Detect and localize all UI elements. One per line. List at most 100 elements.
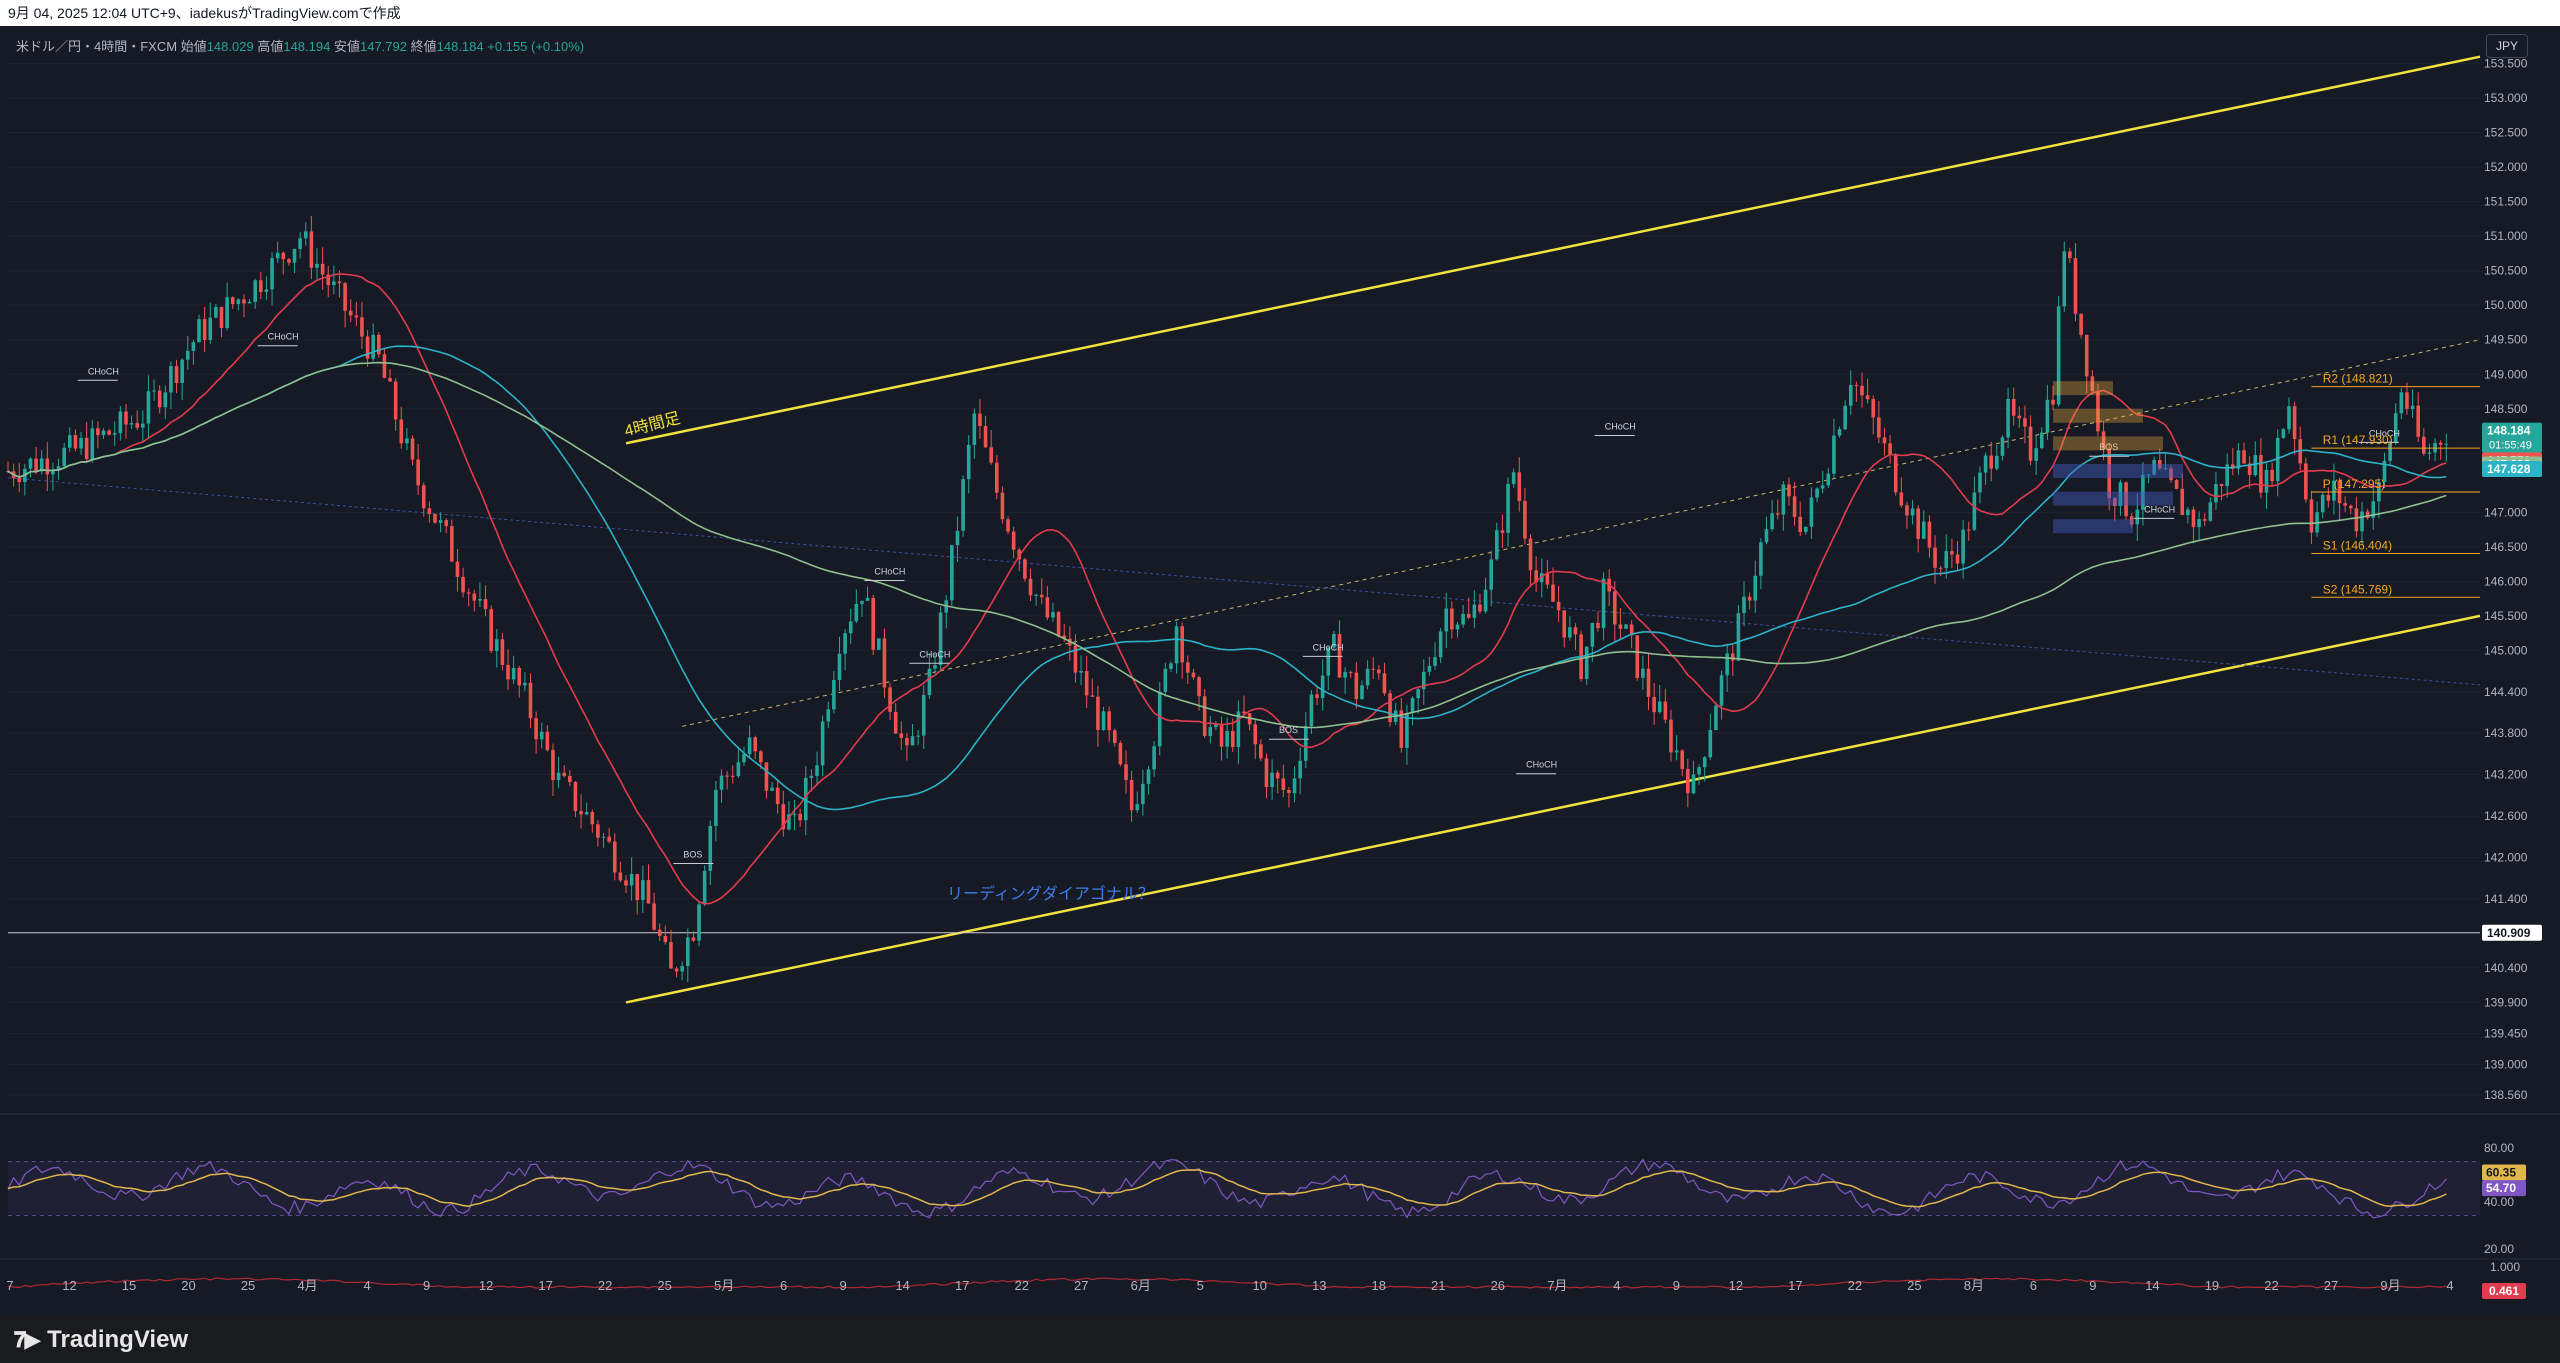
candle-body <box>871 597 875 650</box>
candle-body <box>2287 406 2291 430</box>
candle-body <box>112 433 117 435</box>
candle-body <box>2214 484 2218 503</box>
candle-body <box>416 459 420 486</box>
currency-button[interactable]: JPY <box>2486 34 2528 58</box>
tradingview-logo[interactable]: 𝟕▶ TradingView <box>14 1326 188 1354</box>
candle-body <box>84 437 89 459</box>
chart-area[interactable]: 153.500 153.000 152.500 152.000 151.500 151.0… <box>0 26 2560 1316</box>
candle-body <box>556 772 561 781</box>
candle-body <box>1910 508 1915 516</box>
candle-body <box>1523 501 1527 539</box>
rsi-ma-tag <box>2482 1164 2526 1181</box>
candle-body <box>39 458 44 472</box>
ma-mid-line <box>7 345 2447 811</box>
osc-value: 0.461 <box>2489 1284 2519 1298</box>
rsi-ma-value: 60.35 <box>2486 1166 2516 1180</box>
candle-body <box>2169 468 2173 481</box>
time-tick-label: 6 <box>780 1278 787 1293</box>
osc-tag <box>2482 1283 2526 1299</box>
time-tick-label: 12 <box>62 1278 76 1293</box>
candle-body <box>1708 730 1713 758</box>
candle-body <box>2073 258 2078 314</box>
chart-canvas[interactable]: 153.500153.000152.500152.000151.500151.0… <box>0 26 2560 1316</box>
candles-group <box>6 215 2449 983</box>
candle-body <box>1152 746 1156 770</box>
time-tick-label: 12 <box>1729 1278 1743 1293</box>
candle-body <box>2135 509 2140 525</box>
price-tick-label: 150.000 <box>2484 298 2528 312</box>
candle-body <box>45 458 50 475</box>
candle-body <box>2028 426 2033 461</box>
candle-body <box>1865 395 1870 400</box>
candle-body <box>1348 672 1353 674</box>
candle-body <box>197 319 201 343</box>
candle-body <box>2231 464 2235 469</box>
price-tick-label: 151.500 <box>2484 195 2528 209</box>
candle-body <box>2107 448 2111 499</box>
candle-body <box>2051 399 2055 405</box>
candle-body <box>141 423 145 428</box>
candle-body <box>230 297 235 305</box>
candle-body <box>1702 757 1707 768</box>
candle-body <box>1843 405 1847 430</box>
volume-profile-bar <box>2053 491 2174 506</box>
candle-body <box>466 592 471 594</box>
volume-profile-bar <box>2053 436 2164 451</box>
candle-body <box>1011 531 1016 550</box>
candle-body <box>1500 530 1505 533</box>
candle-body <box>1646 668 1651 697</box>
time-tick-label: 21 <box>1431 1278 1445 1293</box>
candle-body <box>1483 589 1488 612</box>
symbol-legend: 米ドル／円・4時間・FXCM 始値148.029 高値148.194 安値147… <box>16 36 584 55</box>
candle-body <box>2186 509 2190 515</box>
time-tick-label: 9月 <box>2380 1278 2400 1293</box>
candle-body <box>1270 772 1274 788</box>
candle-body <box>702 870 707 905</box>
candle-body <box>1848 385 1853 406</box>
candle-body <box>1629 624 1634 636</box>
candle-body <box>1202 696 1207 737</box>
candle-body <box>579 811 583 815</box>
candle-body <box>1601 578 1606 629</box>
time-tick-label: 4 <box>2446 1278 2453 1293</box>
candle-body <box>1129 779 1134 811</box>
candle-body <box>225 297 229 328</box>
candle-body <box>332 281 336 286</box>
candle-body <box>2393 413 2398 443</box>
price-tick-label: 139.000 <box>2484 1058 2528 1072</box>
candle-body <box>1214 723 1218 728</box>
candle-body <box>191 342 196 351</box>
price-tick-label: 152.000 <box>2484 160 2528 174</box>
candle-body <box>966 444 971 480</box>
candle-body <box>444 520 449 527</box>
time-tick-label: 10 <box>1253 1278 1267 1293</box>
candle-body <box>1978 472 1982 493</box>
candle-body <box>1686 768 1690 794</box>
osc-line <box>7 1277 2447 1289</box>
candle-body <box>1759 542 1763 576</box>
candle-body <box>1624 624 1628 629</box>
candle-body <box>1916 508 1920 539</box>
smc-label: BOS <box>683 849 702 859</box>
candle-body <box>2236 450 2241 469</box>
candle-body <box>1225 731 1229 747</box>
candle-body <box>337 281 342 284</box>
candle-body <box>1826 473 1831 486</box>
candle-body <box>1792 496 1797 517</box>
low-value: 147.792 <box>359 39 407 54</box>
candle-body <box>2371 501 2376 518</box>
candle-body <box>1815 488 1819 498</box>
candle-body <box>989 447 993 463</box>
volume-profile-bar <box>2053 381 2114 396</box>
candle-body <box>1495 530 1499 560</box>
brand-name: TradingView <box>47 1326 189 1353</box>
candle-body <box>2180 488 2185 515</box>
smc-label: CHoCH <box>919 649 950 659</box>
candle-body <box>371 334 375 359</box>
pivot-label: S2 (145.769) <box>2323 582 2392 596</box>
candle-body <box>736 762 741 777</box>
candle-body <box>730 775 735 777</box>
diagonal-dotted-line <box>682 339 2481 727</box>
time-tick-label: 27 <box>2324 1278 2338 1293</box>
candle-body <box>528 682 533 719</box>
